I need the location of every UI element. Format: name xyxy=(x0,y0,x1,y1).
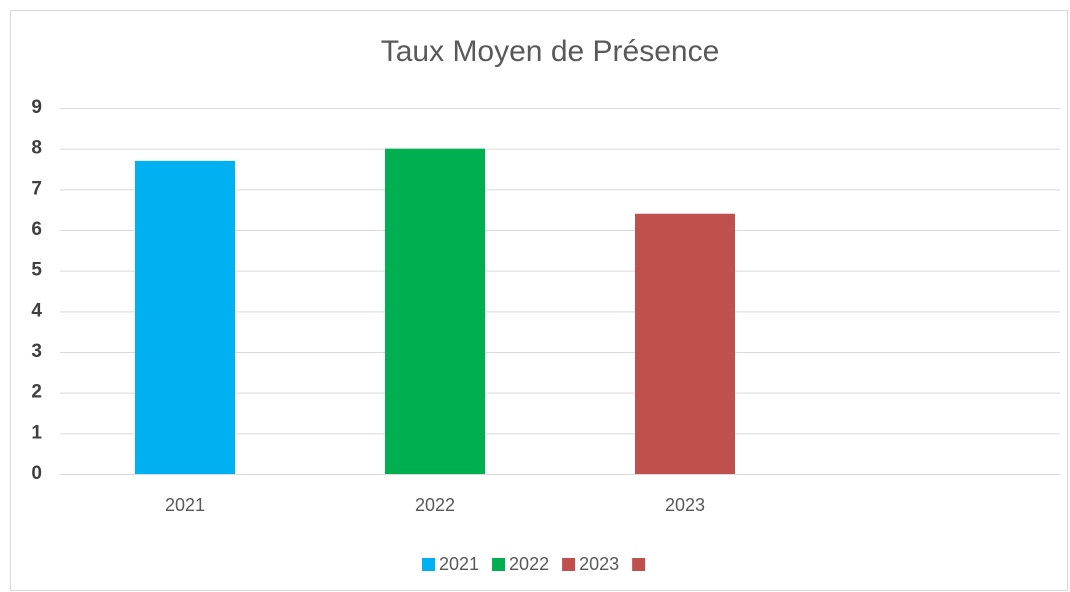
bar xyxy=(385,148,485,474)
legend-swatch xyxy=(422,558,435,571)
legend-swatch xyxy=(492,558,506,571)
legend-swatch xyxy=(562,558,576,571)
x-tick-label: 2021 xyxy=(165,495,205,515)
y-tick-label: 5 xyxy=(31,260,42,281)
legend-label: 2021 xyxy=(439,554,479,574)
y-tick-label: 7 xyxy=(31,178,42,199)
x-tick-label: 2023 xyxy=(665,495,705,515)
y-tick-label: 6 xyxy=(31,219,42,240)
y-tick-label: 2 xyxy=(31,382,42,403)
y-tick-label: 0 xyxy=(31,463,42,484)
bar xyxy=(635,213,735,474)
chart-title: Taux Moyen de Présence xyxy=(381,35,720,68)
legend-swatch xyxy=(632,558,646,571)
bar xyxy=(135,160,235,474)
y-tick-label: 1 xyxy=(31,422,42,443)
legend-label: 2022 xyxy=(509,554,549,574)
y-tick-label: 8 xyxy=(31,138,42,159)
y-tick-label: 9 xyxy=(31,97,42,118)
legend-label: 2023 xyxy=(579,554,619,574)
y-tick-label: 4 xyxy=(31,300,42,321)
x-tick-label: 2022 xyxy=(415,495,455,515)
y-tick-label: 3 xyxy=(31,341,42,362)
